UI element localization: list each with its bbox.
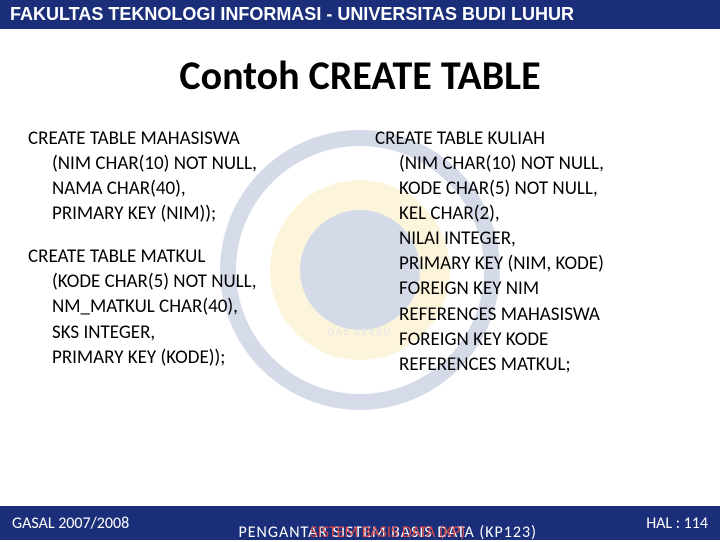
footer-left: GASAL 2007/2008 [12,514,129,533]
code-line: PRIMARY KEY (KODE)); [28,345,345,370]
code-line: NILAI INTEGER, [375,226,692,251]
code-line: KEL CHAR(2), [375,201,692,226]
code-line: FOREIGN KEY NIM [375,276,692,301]
slide-title: Contoh CREATE TABLE [0,51,720,100]
header-text: FAKULTAS TEKNOLOGI INFORMASI - UNIVERSIT… [10,4,574,24]
code-line: (NIM CHAR(10) NOT NULL, [28,151,345,176]
code-line: KODE CHAR(5) NOT NULL, [375,176,692,201]
footer-bar: GASAL 2007/2008 PENGANTAR SISTEM BASIS D… [0,506,720,540]
sql-block-kuliah: CREATE TABLE KULIAH (NIM CHAR(10) NOT NU… [375,126,692,377]
footer-right: HAL : 114 [646,514,708,533]
code-line: PRIMARY KEY (NIM, KODE) [375,251,692,276]
left-column: CREATE TABLE MAHASISWA (NIM CHAR(10) NOT… [28,126,345,395]
header-bar: FAKULTAS TEKNOLOGI INFORMASI - UNIVERSIT… [0,0,720,29]
footer-center-front: SISTEM BASIS DATA (KP) [310,523,465,542]
code-line: FOREIGN KEY KODE [375,327,692,352]
code-line: NAMA CHAR(40), [28,176,345,201]
code-line: (KODE CHAR(5) NOT NULL, [28,269,345,294]
content-area: CREATE TABLE MAHASISWA (NIM CHAR(10) NOT… [0,126,720,395]
code-line: CREATE TABLE MAHASISWA [28,126,345,151]
sql-block-mahasiswa: CREATE TABLE MAHASISWA (NIM CHAR(10) NOT… [28,126,345,226]
code-line: REFERENCES MAHASISWA [375,302,692,327]
code-line: CREATE TABLE KULIAH [375,126,692,151]
code-line: SKS INTEGER, [28,320,345,345]
sql-block-matkul: CREATE TABLE MATKUL (KODE CHAR(5) NOT NU… [28,244,345,369]
code-line: PRIMARY KEY (NIM)); [28,201,345,226]
code-line: CREATE TABLE MATKUL [28,244,345,269]
code-line: NM_MATKUL CHAR(40), [28,294,345,319]
code-line: REFERENCES MATKUL; [375,352,692,377]
right-column: CREATE TABLE KULIAH (NIM CHAR(10) NOT NU… [375,126,692,395]
code-line: (NIM CHAR(10) NOT NULL, [375,151,692,176]
